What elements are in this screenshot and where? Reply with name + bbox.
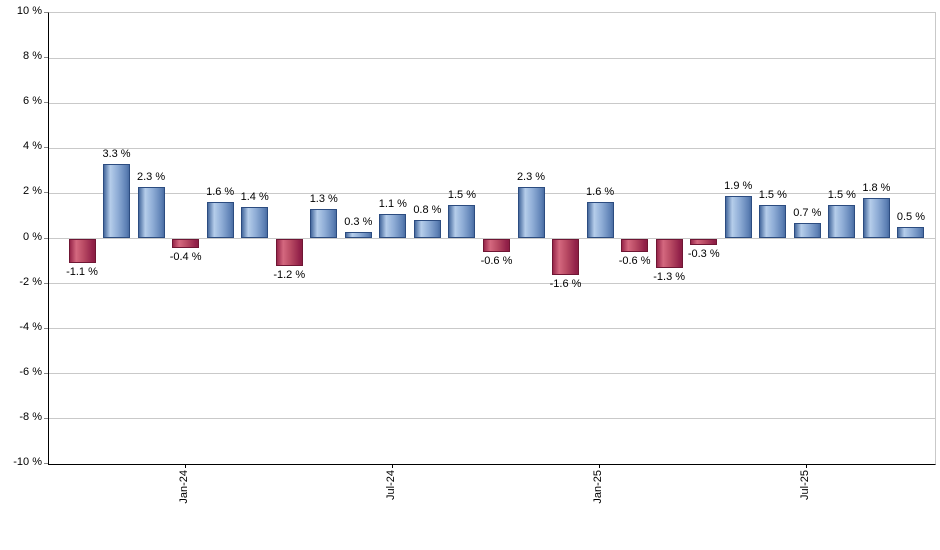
- bar: [448, 204, 476, 239]
- bar-value-label: 1.5 %: [827, 188, 856, 201]
- gridline: [49, 102, 935, 104]
- bar-value-label: 0.3 %: [344, 215, 373, 228]
- bar-value-label: 3.3 %: [102, 148, 131, 161]
- gridline: [49, 57, 935, 59]
- bar-value-label: 1.6 %: [586, 186, 615, 199]
- bar-value-label: 1.5 %: [758, 188, 787, 201]
- bar: [586, 202, 614, 239]
- bar: [275, 238, 303, 266]
- x-axis-tick: [391, 464, 393, 468]
- bar-value-label: 0.7 %: [793, 206, 822, 219]
- y-axis-label: -10 %: [13, 456, 42, 468]
- bar-value-label: -1.1 %: [66, 266, 98, 279]
- y-axis-label: 10 %: [16, 5, 42, 17]
- bar: [172, 238, 200, 248]
- x-axis-tick: [599, 464, 601, 468]
- x-axis-label: Jan-24: [177, 470, 190, 504]
- gridline: [49, 192, 935, 194]
- bar: [206, 202, 234, 239]
- bar: [310, 209, 338, 239]
- y-axis-label: -8 %: [19, 410, 42, 423]
- plot-area: -1.1 % 3.3 % 2.3 % -0.4 % 1.6 % 1.4 % -1.2 % 1.…: [48, 12, 936, 465]
- y-axis-tick: [44, 237, 48, 239]
- bar: [690, 238, 718, 246]
- bar-value-label: 1.9 %: [724, 179, 753, 192]
- y-axis-label: -2 %: [19, 275, 42, 288]
- y-axis-label: -6 %: [19, 365, 42, 378]
- x-axis-label: Jul-24: [384, 470, 397, 500]
- y-axis-label: -4 %: [19, 320, 42, 333]
- bar: [413, 220, 441, 239]
- bar-value-label: 1.4 %: [240, 190, 269, 203]
- bar: [828, 204, 856, 239]
- y-axis-tick: [44, 102, 48, 104]
- bar: [482, 238, 510, 253]
- bar-value-label: -0.4 %: [169, 250, 202, 263]
- bar-value-label: 1.1 %: [378, 197, 407, 210]
- bar: [793, 222, 821, 239]
- gridline: [49, 147, 935, 149]
- y-axis-label: 0 %: [23, 230, 42, 243]
- bar: [241, 206, 269, 239]
- bar: [862, 197, 890, 239]
- bar-value-label: -0.3 %: [687, 248, 720, 261]
- y-axis-tick: [44, 147, 48, 149]
- y-axis-label: 2 %: [23, 185, 42, 198]
- bar: [379, 213, 407, 239]
- gridline: [49, 283, 935, 285]
- bar-value-label: 1.5 %: [447, 188, 476, 201]
- y-axis-tick: [44, 327, 48, 329]
- bar: [103, 164, 131, 239]
- bar: [517, 186, 545, 239]
- bar: [655, 238, 683, 268]
- bar-value-label: 0.8 %: [413, 204, 442, 217]
- bar-value-label: 0.5 %: [896, 211, 926, 224]
- y-axis-tick: [44, 57, 48, 59]
- bar-value-label: -1.6 %: [549, 277, 582, 290]
- bar-value-label: -1.2 %: [273, 268, 306, 281]
- y-axis-tick: [44, 463, 48, 464]
- bar: [552, 238, 580, 275]
- bar: [137, 186, 165, 239]
- bar: [344, 231, 372, 239]
- gridline: [49, 373, 935, 375]
- bar-value-label: 1.3 %: [309, 193, 338, 206]
- bar-value-label: 2.3 %: [137, 170, 166, 183]
- x-axis-label: Jul-25: [799, 470, 812, 500]
- bar-value-label: 2.3 %: [516, 170, 546, 183]
- bar: [724, 195, 752, 239]
- bar: [68, 238, 96, 264]
- y-axis-tick: [44, 192, 48, 194]
- x-axis-tick: [806, 464, 808, 468]
- y-axis-tick: [44, 372, 48, 374]
- y-axis-label: 8 %: [23, 50, 42, 63]
- x-axis-label: Jan-25: [592, 470, 605, 504]
- x-axis-tick: [184, 464, 186, 468]
- y-axis-label: 6 %: [23, 95, 42, 108]
- bar-value-label: -0.6 %: [480, 255, 513, 268]
- y-axis-tick: [44, 417, 48, 419]
- y-axis-tick: [44, 12, 48, 13]
- bar: [621, 238, 649, 253]
- bar: [759, 204, 787, 239]
- bar-value-label: 1.8 %: [862, 181, 891, 194]
- bar-value-label: 1.6 %: [206, 186, 235, 199]
- y-axis-label: 4 %: [23, 140, 42, 153]
- y-axis-tick: [44, 282, 48, 284]
- gridline: [49, 418, 935, 420]
- bar-value-label: -0.6 %: [618, 255, 651, 268]
- bar-value-label: -1.3 %: [653, 270, 686, 283]
- gridline: [49, 328, 935, 330]
- bar: [897, 227, 925, 239]
